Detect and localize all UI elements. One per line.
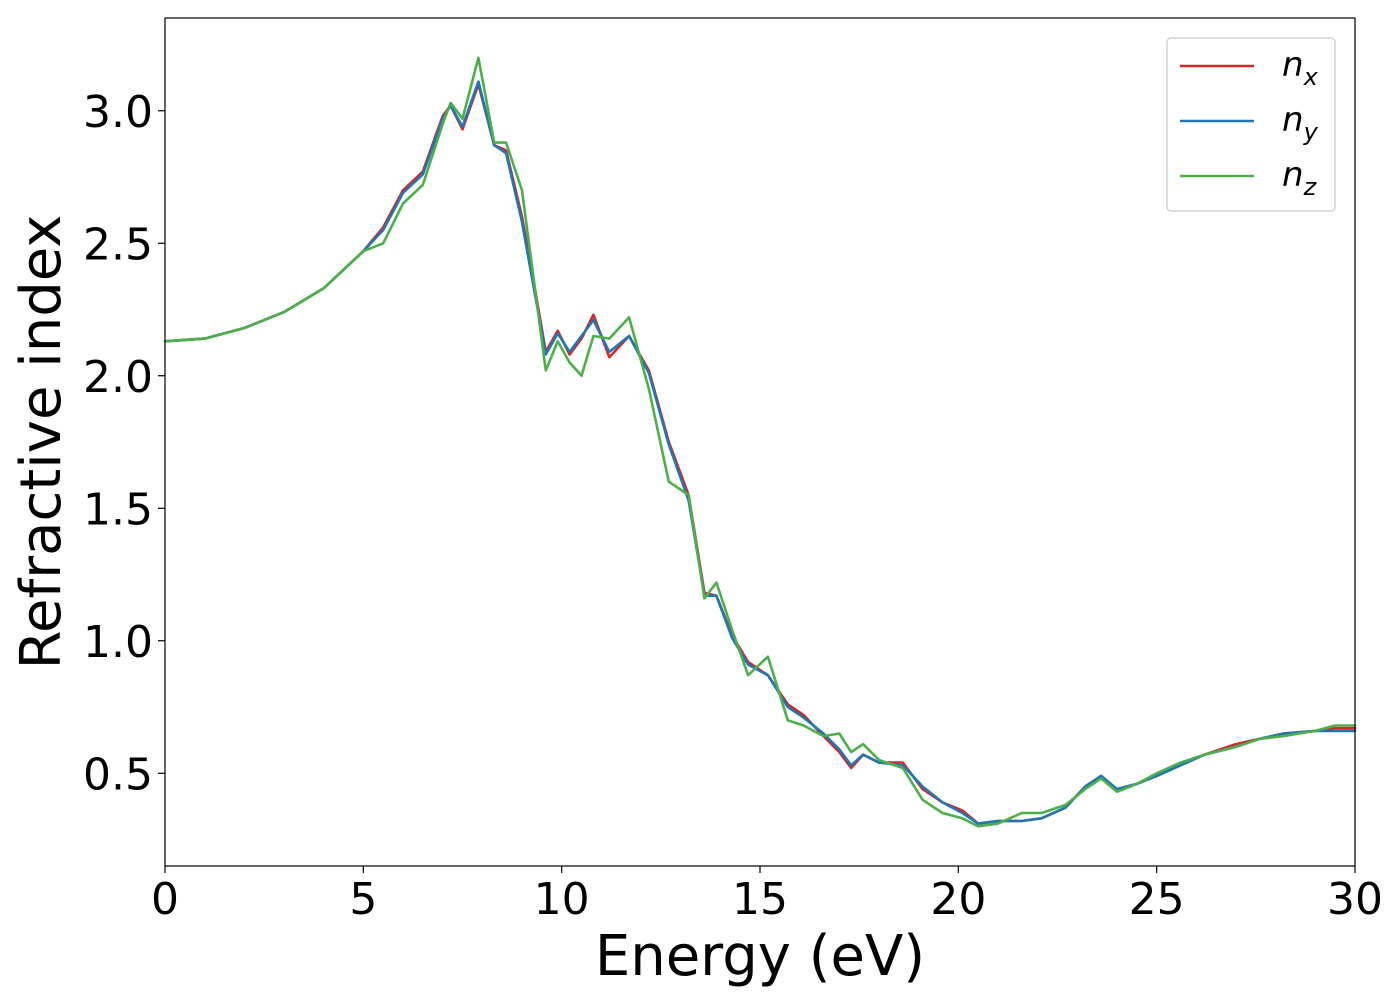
x-tick-label: 30 — [1327, 874, 1383, 925]
y-tick-label: 2.0 — [83, 352, 153, 403]
legend-label-subscript: y — [1303, 118, 1319, 146]
y-tick-label: 1.5 — [83, 484, 153, 535]
y-tick-label: 2.5 — [83, 219, 153, 270]
legend-label-subscript: z — [1303, 173, 1318, 201]
x-tick-label: 15 — [732, 874, 788, 925]
x-tick-label: 20 — [930, 874, 986, 925]
x-tick-label: 10 — [534, 874, 590, 925]
legend-label-n-x: nx — [1282, 45, 1319, 91]
y-axis-label: Refractive index — [9, 215, 74, 670]
x-tick-label: 25 — [1129, 874, 1185, 925]
y-tick-label: 1.0 — [83, 617, 153, 668]
ticks-layer: 0 5 10 15 20 25 30 0.5 1.0 1.5 2.0 2.5 3.0 — [83, 87, 1383, 925]
x-tick-label: 5 — [349, 874, 377, 925]
legend-label-base: n — [1282, 100, 1304, 140]
legend-label-subscript: x — [1303, 63, 1319, 91]
x-axis-label: Energy (eV) — [595, 924, 925, 989]
y-tick-label: 3.0 — [83, 87, 153, 138]
legend-frame — [1166, 37, 1336, 212]
y-tick-label: 0.5 — [83, 749, 153, 800]
series-line-n-z — [163, 56, 1357, 828]
x-tick-label: 0 — [151, 874, 179, 925]
legend-label-base: n — [1282, 45, 1304, 85]
legend-label-base: n — [1282, 155, 1304, 195]
legend-label-n-z: nz — [1282, 155, 1318, 201]
plot-layer — [163, 56, 1357, 828]
legend-label-n-y: ny — [1282, 100, 1319, 146]
